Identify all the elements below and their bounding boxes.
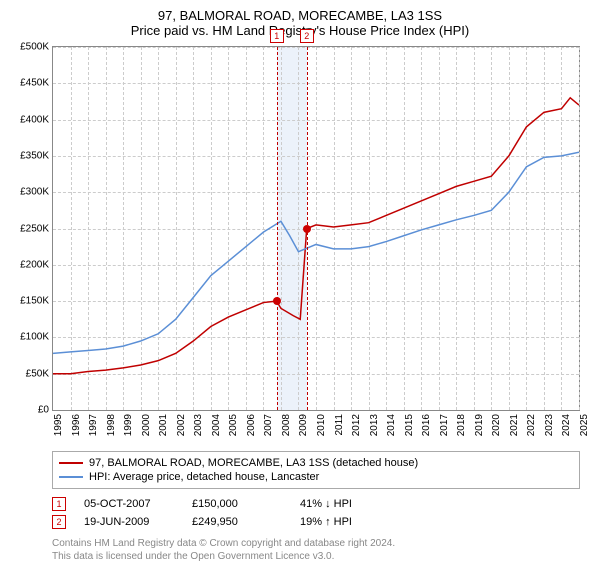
xtick-label: 2004 <box>211 414 222 436</box>
xtick-label: 1995 <box>53 414 64 436</box>
ytick-label: £200K <box>20 259 49 270</box>
xtick-label: 2014 <box>386 414 397 436</box>
xtick-label: 2025 <box>579 414 590 436</box>
sales-price: £249,950 <box>192 516 282 528</box>
xtick-label: 2009 <box>298 414 309 436</box>
xtick-label: 2022 <box>526 414 537 436</box>
footer-note: Contains HM Land Registry data © Crown c… <box>52 537 580 563</box>
xtick-label: 1998 <box>106 414 117 436</box>
ytick-label: £100K <box>20 332 49 343</box>
sales-row: 1 05-OCT-2007 £150,000 41% ↓ HPI <box>52 497 590 511</box>
plot-area: £0£50K£100K£150K£200K£250K£300K£350K£400… <box>52 46 580 411</box>
ytick-label: £300K <box>20 187 49 198</box>
legend-label: 97, BALMORAL ROAD, MORECAMBE, LA3 1SS (d… <box>89 457 418 469</box>
footer-line1: Contains HM Land Registry data © Crown c… <box>52 537 580 550</box>
sale-dot <box>303 225 311 233</box>
xtick-label: 2018 <box>456 414 467 436</box>
marker-badge: 2 <box>300 29 314 43</box>
sales-delta: 19% ↑ HPI <box>300 516 390 528</box>
xtick-label: 2012 <box>351 414 362 436</box>
xtick-label: 1996 <box>71 414 82 436</box>
legend-swatch <box>59 462 83 464</box>
xtick-label: 2019 <box>474 414 485 436</box>
marker-badge: 1 <box>270 29 284 43</box>
gridline-v <box>579 47 580 410</box>
xtick-label: 2007 <box>263 414 274 436</box>
sales-row: 2 19-JUN-2009 £249,950 19% ↑ HPI <box>52 515 590 529</box>
sales-table: 1 05-OCT-2007 £150,000 41% ↓ HPI 2 19-JUN-200… <box>52 497 590 529</box>
sales-badge: 2 <box>52 515 66 529</box>
marker-line <box>277 47 278 410</box>
sale-dot <box>273 297 281 305</box>
series-line <box>53 98 579 374</box>
ytick-label: £500K <box>20 42 49 53</box>
legend-swatch <box>59 476 83 478</box>
chart-area: £0£50K£100K£150K£200K£250K£300K£350K£400… <box>52 46 580 411</box>
ytick-label: £0 <box>38 405 49 416</box>
ytick-label: £450K <box>20 78 49 89</box>
footer-line2: This data is licensed under the Open Gov… <box>52 550 580 563</box>
xtick-label: 2002 <box>176 414 187 436</box>
xtick-label: 1999 <box>123 414 134 436</box>
line-svg <box>53 47 579 410</box>
xtick-label: 2016 <box>421 414 432 436</box>
sales-price: £150,000 <box>192 498 282 510</box>
sales-delta: 41% ↓ HPI <box>300 498 390 510</box>
xtick-label: 2005 <box>228 414 239 436</box>
ytick-label: £400K <box>20 114 49 125</box>
sales-badge: 1 <box>52 497 66 511</box>
xtick-label: 2023 <box>544 414 555 436</box>
xtick-label: 2008 <box>281 414 292 436</box>
xtick-label: 1997 <box>88 414 99 436</box>
xtick-label: 2017 <box>439 414 450 436</box>
sales-date: 19-JUN-2009 <box>84 516 174 528</box>
ytick-label: £50K <box>26 368 49 379</box>
xtick-label: 2006 <box>246 414 257 436</box>
legend-label: HPI: Average price, detached house, Lanc… <box>89 471 319 483</box>
xtick-label: 2011 <box>334 414 345 436</box>
xtick-label: 2010 <box>316 414 327 436</box>
xtick-label: 2001 <box>158 414 169 436</box>
legend-row: HPI: Average price, detached house, Lanc… <box>59 470 573 484</box>
legend: 97, BALMORAL ROAD, MORECAMBE, LA3 1SS (d… <box>52 451 580 489</box>
ytick-label: £250K <box>20 223 49 234</box>
xtick-label: 2015 <box>404 414 415 436</box>
legend-row: 97, BALMORAL ROAD, MORECAMBE, LA3 1SS (d… <box>59 456 573 470</box>
xtick-label: 2021 <box>509 414 520 436</box>
xtick-label: 2013 <box>369 414 380 436</box>
chart-title: 97, BALMORAL ROAD, MORECAMBE, LA3 1SS <box>10 8 590 23</box>
xtick-label: 2024 <box>561 414 572 436</box>
ytick-label: £350K <box>20 150 49 161</box>
xtick-label: 2003 <box>193 414 204 436</box>
xtick-label: 2000 <box>141 414 152 436</box>
series-line <box>53 152 579 353</box>
xtick-label: 2020 <box>491 414 502 436</box>
ytick-label: £150K <box>20 296 49 307</box>
sales-date: 05-OCT-2007 <box>84 498 174 510</box>
